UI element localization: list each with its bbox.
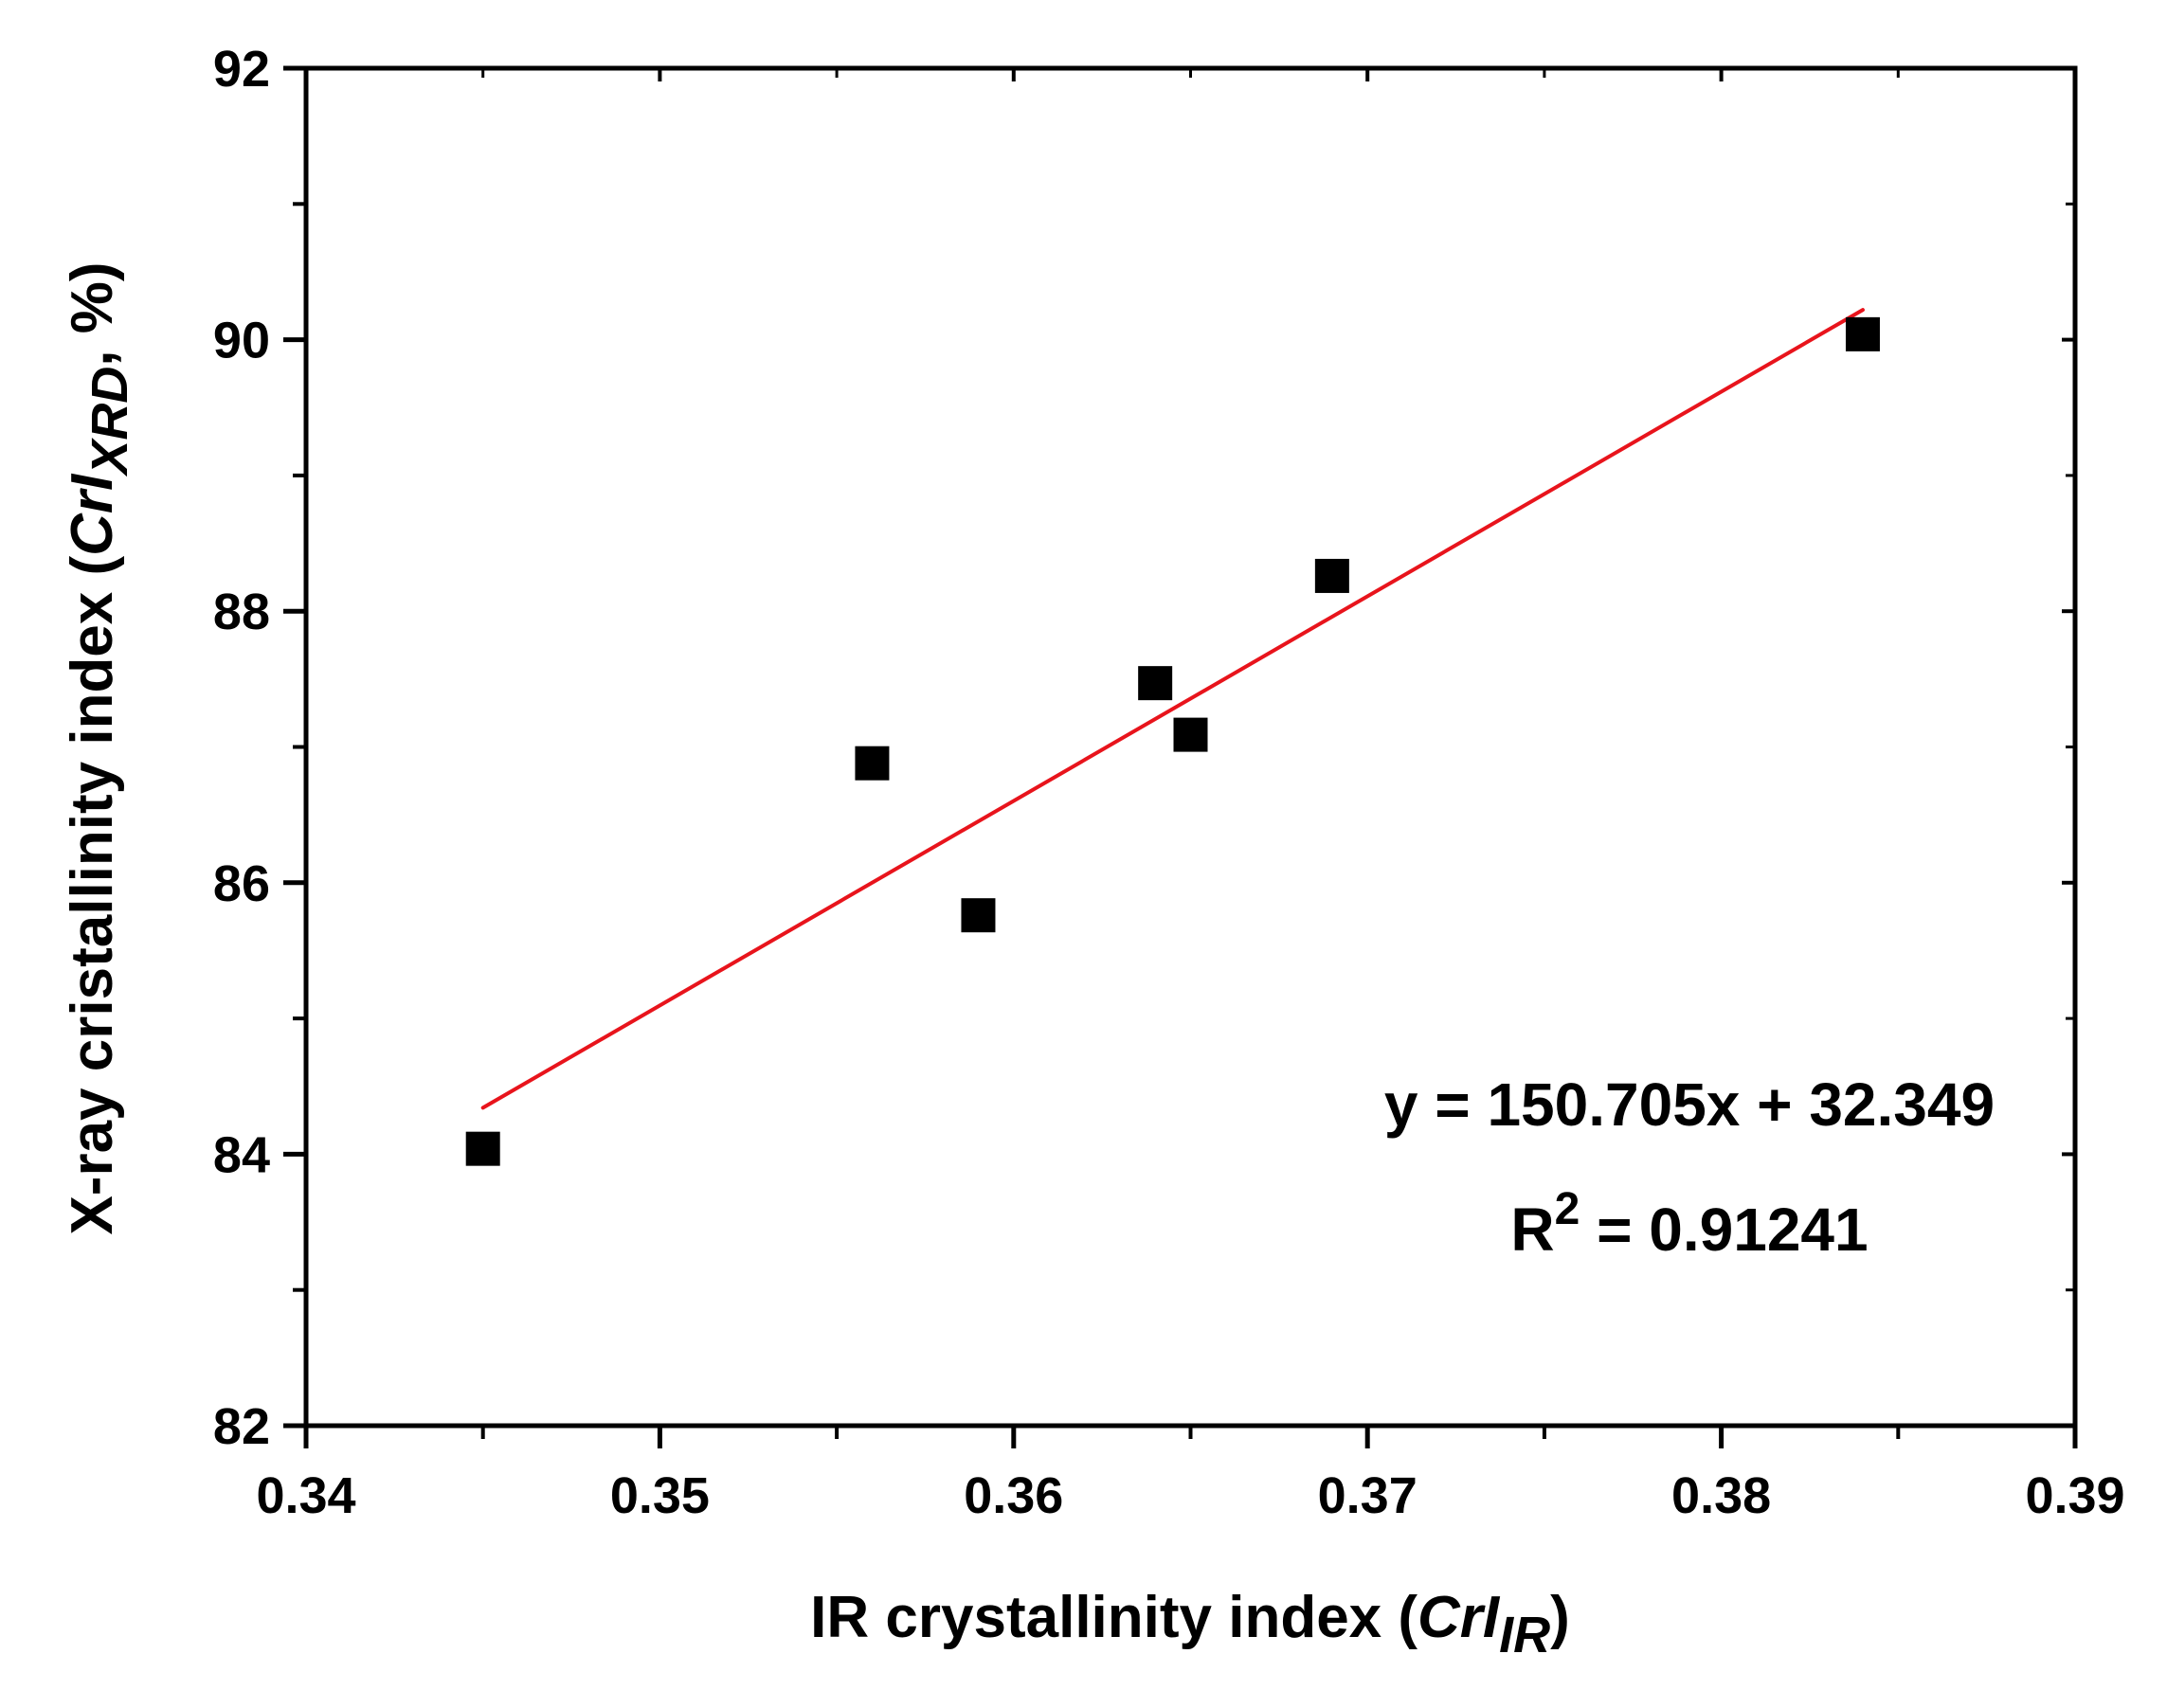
data-points <box>465 316 1880 1166</box>
y-tick-label: 90 <box>213 313 270 369</box>
fit-r-squared: R2 = 0.91241 <box>1510 1184 1868 1264</box>
data-point <box>855 746 890 781</box>
x-axis-title: IR crystallinity index (CrIIR) <box>810 1585 1570 1663</box>
y-tick-label: 86 <box>213 855 270 912</box>
x-axis-title-prefix: IR crystallinity index ( <box>810 1585 1418 1650</box>
y-axis-title: X-ray cristallinity index (CrIXRD, %) <box>60 261 138 1234</box>
data-point <box>1314 558 1349 593</box>
fit-equation: y = 150.705x + 32.349 <box>1384 1070 1995 1139</box>
y-axis-title-prefix: X-ray cristallinity index ( <box>60 556 125 1235</box>
x-tick-label: 0.39 <box>2025 1467 2124 1524</box>
y-tick-label: 84 <box>213 1126 270 1183</box>
data-point <box>1138 666 1173 701</box>
x-tick-label: 0.38 <box>1671 1467 1771 1524</box>
data-point <box>1845 316 1880 351</box>
data-point <box>465 1131 500 1166</box>
y-tick-label: 82 <box>213 1398 270 1455</box>
r-squared-prefix: R <box>1510 1196 1554 1264</box>
r-squared-superscript: 2 <box>1555 1184 1580 1234</box>
x-tick-label: 0.35 <box>610 1467 710 1524</box>
regression-line <box>480 308 1865 1110</box>
y-tick-label: 92 <box>213 41 270 98</box>
x-tick-label: 0.34 <box>256 1467 355 1524</box>
data-point <box>1173 717 1208 752</box>
y-axis-title-italic: CrI <box>60 473 125 556</box>
x-tick-label: 0.37 <box>1318 1467 1418 1524</box>
y-tick-label: 88 <box>213 584 270 640</box>
y-axis-title-subscript: XRD <box>81 367 138 477</box>
y-axis-title-suffix: , %) <box>60 261 125 366</box>
x-tick-label: 0.36 <box>964 1467 1063 1524</box>
x-axis-title-italic: CrI <box>1418 1585 1501 1650</box>
x-axis-title-suffix: ) <box>1550 1585 1570 1650</box>
r-squared-value: = 0.91241 <box>1580 1196 1868 1264</box>
x-axis-title-subscript: IR <box>1499 1607 1550 1663</box>
data-point <box>961 898 996 933</box>
plot-frame <box>303 65 2078 1429</box>
tick-labels: 0.34 0.35 0.36 0.37 0.38 0.39 82 84 86 88 90 92 <box>213 41 2125 1524</box>
